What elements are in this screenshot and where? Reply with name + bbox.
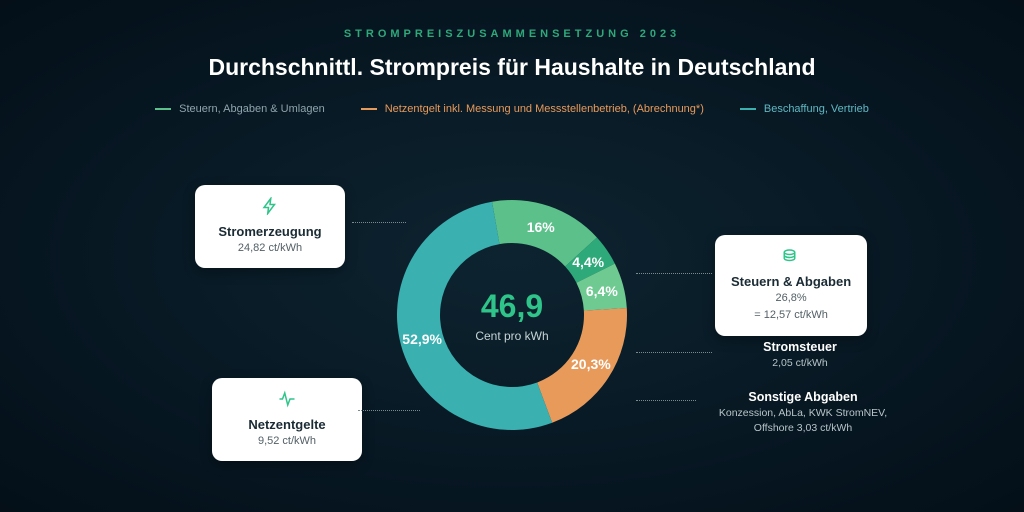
eyebrow: STROMPREISZUSAMMENSETZUNG 2023 [0,0,1024,40]
card-steuern-title: Steuern & Abgaben [731,274,851,289]
legend-label-1: Netzentgelt inkl. Messung und Messstelle… [385,103,704,115]
segment-label: 6,4% [586,283,618,299]
segment-label: 4,4% [572,254,604,270]
bolt-icon [211,197,329,220]
legend-item-1: Netzentgelt inkl. Messung und Messstelle… [361,103,704,115]
page-title: Durchschnittl. Strompreis für Haushalte … [0,54,1024,81]
legend: Steuern, Abgaben & Umlagen Netzentgelt i… [0,103,1024,115]
connector-line [352,222,406,223]
card-steuern-sub1: 26,8% [731,291,851,306]
legend-label-2: Beschaffung, Vertrieb [764,103,869,115]
card-steuern-sub2: = 12,57 ct/kWh [731,308,851,323]
sidetext-stromsteuer: Stromsteuer 2,05 ct/kWh [715,340,885,371]
connector-line [358,410,420,411]
card-stromerzeugung: Stromerzeugung 24,82 ct/kWh [195,185,345,268]
eyebrow-text: STROMPREISZUSAMMENSETZUNG 2023 [344,28,680,40]
coins-icon [731,247,851,270]
connector-line [636,273,712,274]
segment-label: 16% [527,219,555,235]
legend-label-0: Steuern, Abgaben & Umlagen [179,103,325,115]
legend-item-2: Beschaffung, Vertrieb [740,103,869,115]
card-netzentgelte-title: Netzentgelte [228,417,346,432]
legend-swatch-0 [155,108,171,110]
segment-label: 52,9% [402,331,442,347]
sonstige-body: Konzession, AbLa, KWK StromNEV, Offshore… [698,406,908,435]
connector-line [636,352,712,353]
legend-item-0: Steuern, Abgaben & Umlagen [155,103,325,115]
stromsteuer-body: 2,05 ct/kWh [715,356,885,371]
legend-swatch-1 [361,108,377,110]
card-steuern: Steuern & Abgaben 26,8% = 12,57 ct/kWh [715,235,867,336]
card-stromerzeugung-title: Stromerzeugung [211,224,329,239]
legend-swatch-2 [740,108,756,110]
segment-label: 20,3% [571,356,611,372]
donut-svg [382,185,642,445]
card-netzentgelte: Netzentgelte 9,52 ct/kWh [212,378,362,461]
stromsteuer-title: Stromsteuer [715,340,885,354]
sidetext-sonstige: Sonstige Abgaben Konzession, AbLa, KWK S… [698,390,908,435]
pulse-icon [228,390,346,413]
card-netzentgelte-sub: 9,52 ct/kWh [228,434,346,449]
connector-line [636,400,696,401]
card-stromerzeugung-sub: 24,82 ct/kWh [211,241,329,256]
sonstige-title: Sonstige Abgaben [698,390,908,404]
donut-chart: 46,9 Cent pro kWh 16%4,4%6,4%20,3%52,9% [382,185,642,445]
